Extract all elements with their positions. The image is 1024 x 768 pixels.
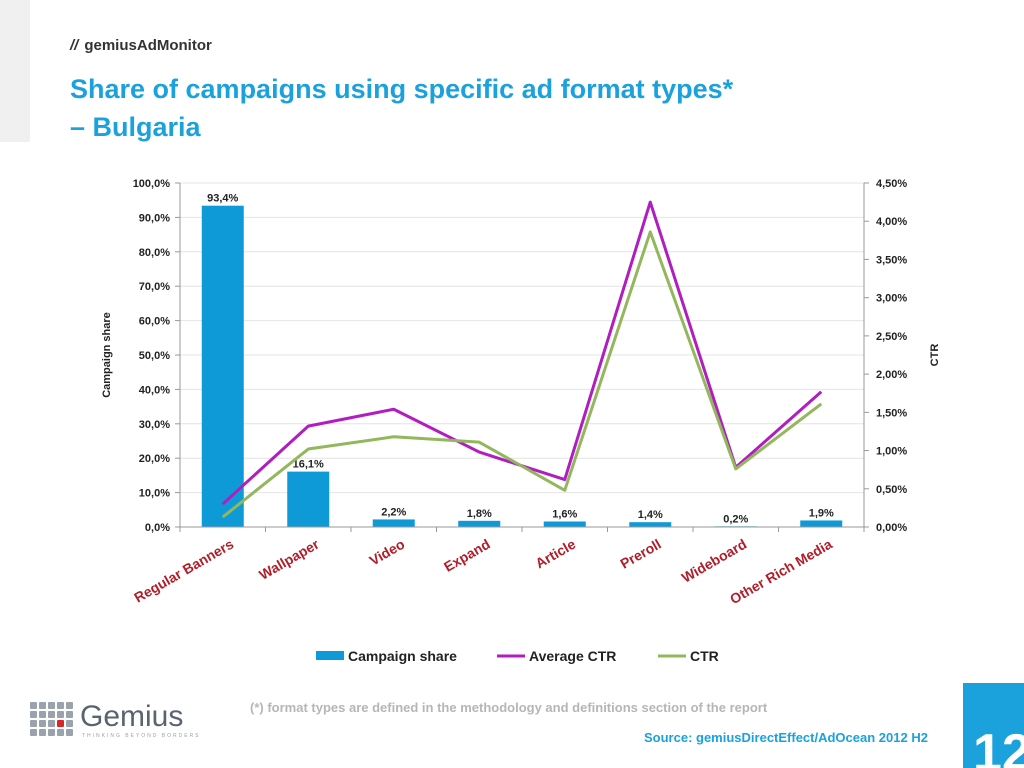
x-tick-label: Preroll	[617, 536, 663, 572]
bar	[800, 520, 843, 527]
header-brand-name: gemiusAdMonitor	[84, 37, 212, 54]
y-tick-label: 60,0%	[139, 316, 170, 328]
legend-label: Campaign share	[348, 648, 457, 664]
title-line-1: Share of campaigns using specific ad for…	[70, 74, 734, 104]
y2-tick-label: 1,00%	[876, 446, 907, 458]
y2-tick-label: 3,50%	[876, 254, 907, 266]
logo-grid-square	[66, 711, 73, 718]
logo-grid-square	[57, 720, 64, 727]
y2-tick-label: 2,50%	[876, 331, 907, 343]
y-axis-title: Campaign share	[101, 312, 113, 398]
bar-data-label: 1,9%	[809, 507, 834, 519]
bar	[372, 519, 415, 527]
logo-grid-square	[30, 711, 37, 718]
combo-chart: 0,0% 10,0% 20,0% 30,0% 40,0% 50,0% 60,0% 70,0% 8…	[101, 178, 941, 664]
x-tick-label: Video	[366, 536, 407, 569]
logo-grid-square	[30, 720, 37, 727]
series-line	[221, 230, 823, 519]
y-tick-label: 0,0%	[145, 522, 170, 534]
y2-tick-label: 4,50%	[876, 178, 907, 190]
logo-grid-square	[48, 729, 55, 736]
logo-tagline: THINKING BEYOND BORDERS	[82, 733, 201, 739]
page-title: Share of campaigns using specific ad for…	[70, 70, 733, 146]
logo-wordmark: Gemius	[80, 700, 184, 733]
bar-data-label: 1,4%	[638, 509, 663, 521]
bar	[287, 471, 330, 527]
legend-label: Average CTR	[529, 648, 616, 664]
logo-grid-square	[57, 702, 64, 709]
y2-tick-label: 1,50%	[876, 407, 907, 419]
y-tick-label: 90,0%	[139, 212, 170, 224]
y2-tick-label: 3,00%	[876, 293, 907, 305]
y-tick-label: 70,0%	[139, 281, 170, 293]
header-brand: // gemiusAdMonitor	[70, 37, 212, 54]
bar-data-label: 1,6%	[552, 508, 577, 520]
header-slashes: //	[70, 37, 79, 54]
page-number-box: 12	[963, 683, 1024, 768]
y-tick-label: 80,0%	[139, 247, 170, 259]
x-tick-label: Article	[533, 536, 579, 572]
logo-grid-square	[30, 729, 37, 736]
logo-grid-square	[48, 711, 55, 718]
logo-grid-square	[39, 711, 46, 718]
source-note: Source: gemiusDirectEffect/AdOcean 2012 …	[644, 730, 928, 745]
y-tick-label: 10,0%	[139, 488, 170, 500]
x-tick-label: Wideboard	[679, 536, 750, 586]
logo-grid-square	[39, 720, 46, 727]
y-tick-label: 100,0%	[133, 178, 171, 190]
side-panel	[0, 0, 30, 142]
bar	[629, 522, 672, 527]
bar-data-label: 2,2%	[381, 506, 406, 518]
legend-swatch	[316, 651, 344, 660]
x-tick-label: Wallpaper	[256, 535, 322, 582]
logo-grid-square	[48, 720, 55, 727]
bar-data-label: 93,4%	[207, 193, 238, 205]
y2-tick-label: 2,00%	[876, 369, 907, 381]
y2-tick-label: 0,50%	[876, 484, 907, 496]
x-tick-label: Expand	[441, 536, 493, 575]
x-tick-label: Regular Banners	[131, 536, 236, 606]
logo-grid-square	[48, 702, 55, 709]
bar-data-label: 1,8%	[467, 508, 492, 520]
bar	[543, 521, 586, 527]
bar-data-label: 0,2%	[723, 513, 748, 525]
logo-grid-square	[66, 720, 73, 727]
legend-label: CTR	[690, 648, 719, 664]
y-tick-label: 40,0%	[139, 384, 170, 396]
gemius-logo: Gemius THINKING BEYOND BORDERS	[30, 700, 200, 742]
bar	[458, 520, 501, 527]
title-line-2: – Bulgaria	[70, 112, 201, 142]
bar-data-label: 16,1%	[293, 459, 324, 471]
y-tick-label: 20,0%	[139, 453, 170, 465]
logo-grid-square	[39, 702, 46, 709]
y2-tick-label: 4,00%	[876, 216, 907, 228]
bar	[201, 205, 244, 528]
y2-axis-title: CTR	[929, 344, 941, 367]
logo-grid-square	[57, 711, 64, 718]
logo-grid-square	[66, 702, 73, 709]
footnote: (*) format types are defined in the meth…	[250, 700, 768, 715]
logo-grid-icon	[30, 702, 76, 738]
logo-grid-square	[57, 729, 64, 736]
logo-grid-square	[39, 729, 46, 736]
logo-grid-square	[30, 702, 37, 709]
y-tick-label: 50,0%	[139, 350, 170, 362]
y2-tick-label: 0,00%	[876, 522, 907, 534]
y-tick-label: 30,0%	[139, 419, 170, 431]
logo-grid-square	[66, 729, 73, 736]
page-number: 12	[973, 724, 1024, 768]
